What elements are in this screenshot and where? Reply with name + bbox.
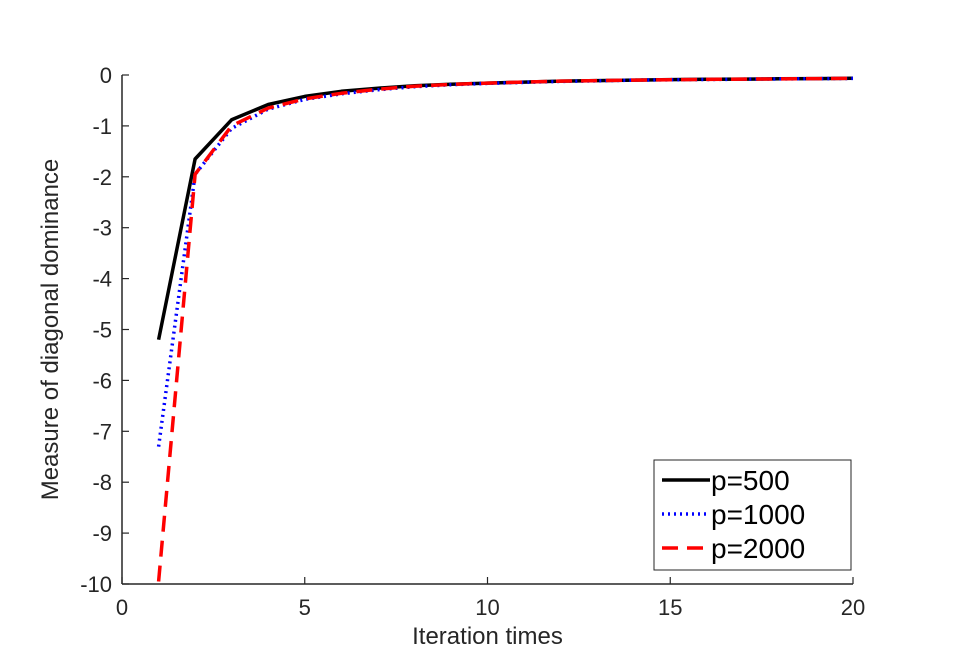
y-tick-label: -9 bbox=[92, 521, 112, 546]
y-tick-label: -2 bbox=[92, 165, 112, 190]
x-tick-label: 10 bbox=[475, 595, 499, 620]
x-tick-label: 20 bbox=[841, 595, 865, 620]
y-axis-label: Measure of diagonal dominance bbox=[37, 159, 64, 501]
series-line-3 bbox=[156, 76, 854, 582]
series-line-1 bbox=[156, 76, 854, 341]
legend-label-2: p=1000 bbox=[711, 499, 805, 530]
y-tick-label: -4 bbox=[92, 267, 112, 292]
y-tick-label: -7 bbox=[92, 419, 112, 444]
y-tick-label: -1 bbox=[92, 114, 112, 139]
plot-lines bbox=[156, 76, 854, 582]
y-ticks: 0 -1 -2 -3 -4 -5 -6 -7 -8 -9 -10 bbox=[80, 63, 129, 597]
y-tick-label: 0 bbox=[100, 63, 112, 88]
y-tick-label: -10 bbox=[80, 572, 112, 597]
x-tick-label: 5 bbox=[299, 595, 311, 620]
x-tick-label: 0 bbox=[116, 595, 128, 620]
y-tick-label: -5 bbox=[92, 318, 112, 343]
y-tick-label: -6 bbox=[92, 368, 112, 393]
y-tick-label: -8 bbox=[92, 470, 112, 495]
x-axis-label: Iteration times bbox=[412, 623, 563, 650]
legend-label-3: p=2000 bbox=[711, 533, 805, 564]
x-ticks: 0 5 10 15 20 bbox=[116, 577, 865, 620]
series-line-2 bbox=[156, 76, 854, 447]
x-tick-label: 15 bbox=[658, 595, 682, 620]
legend-label-1: p=500 bbox=[711, 465, 790, 496]
y-tick-label: -3 bbox=[92, 216, 112, 241]
